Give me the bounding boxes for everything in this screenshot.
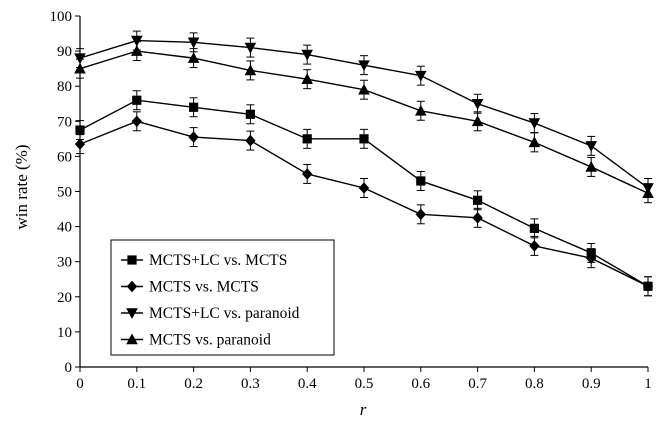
data-point: [415, 104, 427, 116]
series-triangle-down: [74, 30, 654, 198]
x-tick-label: 0.4: [298, 376, 317, 392]
data-point: [529, 240, 540, 252]
legend-marker: [126, 308, 138, 319]
legend-box: [110, 239, 335, 356]
data-point: [471, 115, 484, 127]
data-point: [187, 52, 200, 63]
legend-entry: MCTS+LC vs. paranoid: [149, 305, 300, 322]
legend-entry: MCTS vs. paranoid: [149, 332, 271, 349]
data-point: [188, 131, 199, 143]
x-axis-label: r: [360, 400, 367, 419]
series-triangle-up: [74, 41, 654, 204]
x-tick-label: 0: [76, 376, 84, 392]
y-tick-label: 10: [57, 325, 72, 341]
y-tick-label: 20: [57, 290, 72, 306]
data-point: [245, 109, 255, 119]
x-tick-label: 0.9: [582, 376, 601, 392]
data-point: [244, 42, 257, 54]
y-tick-label: 50: [57, 185, 72, 201]
x-tick-label: 0.1: [127, 376, 146, 392]
data-point: [302, 134, 312, 144]
data-point: [528, 118, 541, 130]
series-layer: [74, 30, 654, 297]
y-tick-label: 60: [57, 149, 72, 165]
data-point: [415, 208, 426, 221]
data-point: [586, 252, 597, 264]
data-point: [473, 195, 483, 205]
data-point: [245, 134, 256, 147]
x-tick-label: 0.2: [184, 376, 203, 392]
data-point: [244, 64, 257, 76]
legend: MCTS+LC vs. MCTS MCTS vs. MCTS MCTS+LC vs.…: [110, 239, 335, 356]
data-point: [189, 102, 199, 112]
x-tick-label: 0.6: [411, 376, 430, 392]
y-tick-label: 70: [57, 114, 72, 130]
data-point: [75, 125, 85, 135]
data-point: [358, 83, 370, 95]
x-tick-label: 1: [644, 376, 652, 392]
data-point: [585, 160, 597, 172]
y-axis-label: win rate (%): [12, 145, 31, 230]
legend-marker: [126, 280, 138, 293]
x-tick-label: 0.3: [241, 376, 260, 392]
data-point: [529, 223, 539, 233]
data-point: [585, 141, 597, 152]
series-diamond: [74, 111, 654, 297]
y-tick-label: 0: [65, 360, 73, 376]
data-point: [528, 136, 541, 148]
y-tick-label: 100: [50, 9, 73, 25]
data-point: [301, 49, 313, 61]
x-tick-label: 0.5: [355, 376, 374, 392]
data-point: [74, 138, 86, 150]
data-point: [132, 95, 142, 105]
data-point: [131, 45, 143, 56]
x-tick-label: 0.8: [525, 376, 544, 392]
legend-entry: MCTS vs. MCTS: [149, 279, 259, 296]
y-tick-label: 80: [57, 79, 72, 95]
data-point: [642, 187, 654, 199]
data-point: [642, 280, 654, 293]
data-point: [471, 98, 484, 110]
data-point: [359, 134, 369, 144]
legend-entry: MCTS+LC vs. MCTS: [149, 252, 287, 269]
data-point: [187, 37, 200, 49]
y-tick-labels: 0 10 20 30 40 50 60 70 80 90 100: [50, 9, 73, 376]
legend-marker: [127, 255, 137, 265]
data-point: [416, 176, 426, 186]
y-tick-label: 90: [57, 44, 72, 60]
x-tick-labels: 0 0.1 0.2 0.3 0.4 0.5 0.6 0.7 0.8 0.9 1: [76, 376, 652, 392]
data-point: [131, 115, 142, 128]
data-point: [415, 70, 427, 82]
x-tick-label: 0.7: [468, 376, 487, 392]
data-point: [302, 168, 313, 180]
data-point: [301, 73, 313, 84]
data-point: [358, 60, 370, 72]
data-point: [472, 212, 483, 224]
legend-marker: [126, 333, 138, 345]
data-point: [358, 182, 370, 194]
y-tick-label: 40: [57, 220, 72, 236]
y-tick-label: 30: [57, 255, 72, 271]
data-point: [74, 62, 86, 74]
